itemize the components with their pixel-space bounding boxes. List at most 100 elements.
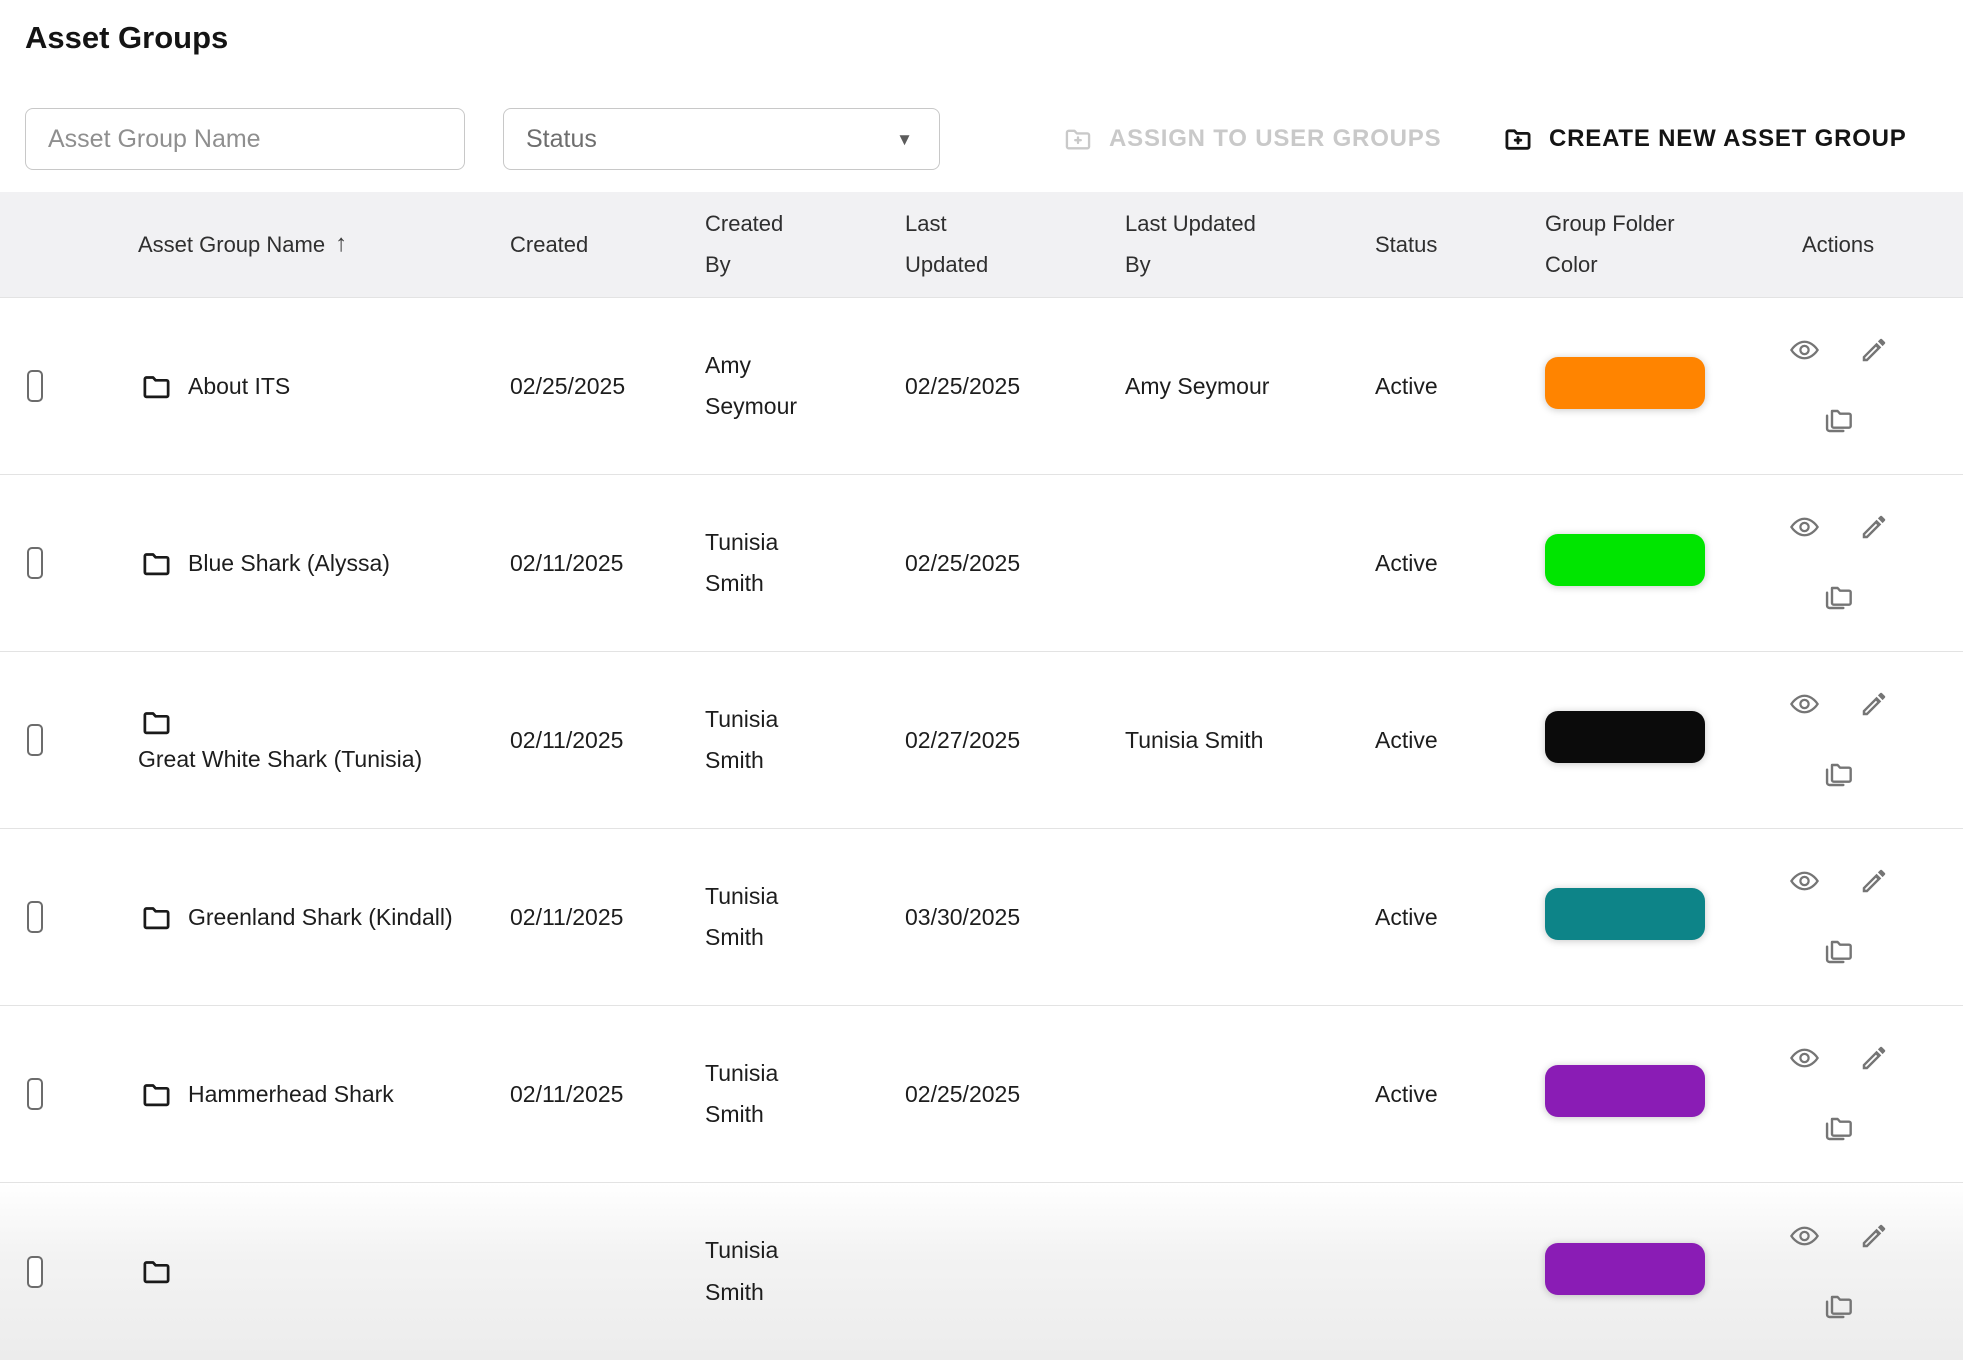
column-header-last-updated-by: Last Updated By: [1125, 210, 1256, 277]
duplicate-button[interactable]: [1821, 936, 1855, 968]
group-folder-color-cell: [1530, 1242, 1780, 1301]
checkbox-cell: [25, 370, 138, 402]
folder-plus-icon: [1062, 125, 1094, 153]
checkbox-cell: [25, 1255, 138, 1288]
edit-button[interactable]: [1859, 335, 1889, 365]
created-by: Tunisia Smith: [705, 1237, 779, 1305]
view-button[interactable]: [1788, 866, 1821, 896]
duplicate-button[interactable]: [1821, 1113, 1855, 1145]
created-date: 02/11/2025: [510, 549, 624, 576]
status-value: Active: [1375, 726, 1438, 753]
column-header-asset-group-name[interactable]: Asset Group Name ↑: [138, 230, 348, 258]
view-button[interactable]: [1788, 1221, 1821, 1251]
column-header-group-folder-color: Group Folder Color: [1545, 210, 1675, 277]
table-row: Blue Shark (Alyssa) 02/11/2025 Tunisia S…: [0, 475, 1963, 652]
status-filter-label: Status: [526, 124, 597, 153]
folder-plus-icon: [1502, 125, 1534, 153]
create-new-asset-group-button[interactable]: CREATE NEW ASSET GROUP: [1502, 108, 1907, 170]
group-folder-color-swatch: [1545, 1065, 1705, 1117]
asset-group-name: Blue Shark (Alyssa): [188, 549, 390, 576]
group-folder-color-swatch: [1545, 357, 1705, 409]
row-checkbox[interactable]: [27, 1078, 43, 1110]
folder-icon: [138, 902, 175, 933]
row-checkbox[interactable]: [27, 547, 43, 579]
group-folder-color-cell: [1530, 711, 1780, 769]
row-actions: [1786, 335, 1890, 437]
duplicate-button[interactable]: [1821, 1291, 1855, 1323]
column-header-created-by: Created By: [705, 210, 784, 277]
last-updated-by: Tunisia Smith: [1125, 726, 1264, 753]
duplicate-button[interactable]: [1821, 405, 1855, 437]
folder-icon: [138, 1256, 175, 1287]
group-folder-color-cell: [1530, 357, 1780, 415]
asset-group-name: Hammerhead Shark: [188, 1080, 394, 1107]
group-folder-color-swatch: [1545, 711, 1705, 763]
last-updated-date: 02/25/2025: [905, 1080, 1021, 1107]
status-value: Active: [1375, 903, 1438, 930]
folder-icon: [138, 371, 175, 402]
folder-icon: [138, 707, 175, 738]
checkbox-cell: [25, 1078, 138, 1110]
created-date: 02/25/2025: [510, 372, 626, 399]
edit-button[interactable]: [1859, 1043, 1889, 1073]
last-updated-date: 03/30/2025: [905, 903, 1021, 930]
status-filter-select[interactable]: Status ▼: [503, 108, 940, 170]
row-actions: [1786, 512, 1890, 614]
row-actions: [1786, 866, 1890, 968]
column-header-last-updated: Last Updated: [905, 210, 989, 277]
duplicate-button[interactable]: [1821, 759, 1855, 791]
edit-button[interactable]: [1859, 689, 1889, 719]
edit-button[interactable]: [1859, 512, 1889, 542]
table-header-row: Asset Group Name ↑ Created Created By Las…: [0, 192, 1963, 298]
view-button[interactable]: [1788, 335, 1821, 365]
asset-group-name-cell: Hammerhead Shark: [138, 1079, 505, 1110]
row-actions: [1786, 1221, 1890, 1323]
group-folder-color-swatch: [1545, 1242, 1705, 1295]
created-date: 02/11/2025: [510, 726, 624, 753]
asset-group-name-cell: Blue Shark (Alyssa): [138, 548, 505, 579]
group-folder-color-cell: [1530, 1065, 1780, 1123]
created-by: Tunisia Smith: [705, 1059, 779, 1127]
row-checkbox[interactable]: [27, 370, 43, 402]
row-checkbox[interactable]: [27, 724, 43, 756]
status-value: Active: [1375, 1080, 1438, 1107]
column-header-created: Created: [510, 231, 589, 257]
sort-ascending-icon: ↑: [335, 230, 348, 258]
created-by: Tunisia Smith: [705, 882, 779, 950]
chevron-down-icon: ▼: [896, 129, 913, 149]
duplicate-button[interactable]: [1821, 582, 1855, 614]
edit-button[interactable]: [1859, 1221, 1889, 1251]
last-updated-date: 02/27/2025: [905, 726, 1021, 753]
folder-icon: [138, 1079, 175, 1110]
create-new-asset-group-label: CREATE NEW ASSET GROUP: [1549, 125, 1907, 152]
view-button[interactable]: [1788, 512, 1821, 542]
table-row: Great White Shark (Tunisia) 02/11/2025 T…: [0, 652, 1963, 829]
column-header-status: Status: [1375, 231, 1438, 257]
view-button[interactable]: [1788, 1043, 1821, 1073]
created-by: Tunisia Smith: [705, 528, 779, 596]
status-value: Active: [1375, 549, 1438, 576]
folder-icon: [138, 548, 175, 579]
asset-group-name-cell: [138, 1256, 505, 1287]
checkbox-cell: [25, 724, 138, 756]
edit-button[interactable]: [1859, 866, 1889, 896]
assign-to-user-groups-label: ASSIGN TO USER GROUPS: [1109, 125, 1442, 152]
group-folder-color-cell: [1530, 534, 1780, 592]
table-body: About ITS 02/25/2025 Amy Seymour 02/25/2…: [0, 298, 1963, 1360]
asset-groups-table: Asset Group Name ↑ Created Created By Las…: [0, 192, 1963, 1360]
table-row: Hammerhead Shark 02/11/2025 Tunisia Smit…: [0, 1006, 1963, 1183]
view-button[interactable]: [1788, 689, 1821, 719]
assign-to-user-groups-button[interactable]: ASSIGN TO USER GROUPS: [1062, 108, 1441, 170]
last-updated-date: 02/25/2025: [905, 549, 1021, 576]
last-updated-by: Amy Seymour: [1125, 372, 1270, 399]
row-actions: [1786, 689, 1890, 791]
asset-groups-page: Asset Groups Status ▼ ASSIGN TO USER GRO…: [0, 20, 1963, 1360]
group-folder-color-cell: [1530, 888, 1780, 946]
row-checkbox[interactable]: [27, 901, 43, 933]
column-header-actions: Actions: [1802, 231, 1875, 257]
created-date: 02/11/2025: [510, 903, 624, 930]
asset-group-name-cell: Greenland Shark (Kindall): [138, 902, 505, 933]
asset-group-name-filter-input[interactable]: [25, 108, 465, 170]
row-checkbox[interactable]: [27, 1255, 43, 1288]
checkbox-cell: [25, 901, 138, 933]
